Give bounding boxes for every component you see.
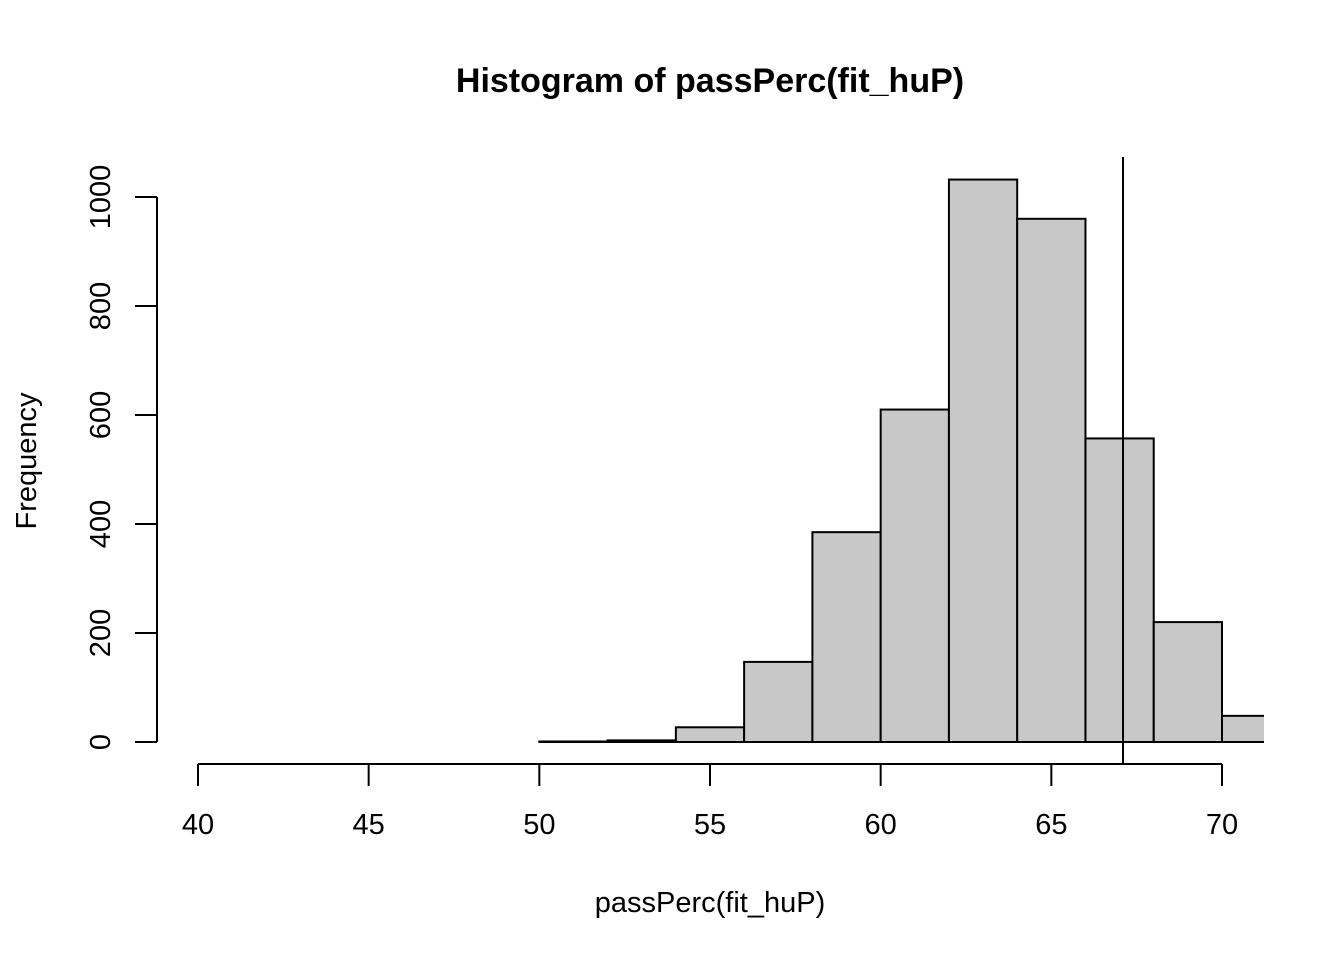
histogram-bar xyxy=(947,178,1019,743)
x-tick-label: 70 xyxy=(1206,809,1238,841)
x-tick-label: 50 xyxy=(523,809,555,841)
bars-group xyxy=(538,178,1264,744)
histogram-bar xyxy=(1016,217,1087,744)
histogram-bar xyxy=(743,660,814,744)
histogram-bar xyxy=(1084,437,1155,743)
x-tick-label: 40 xyxy=(182,809,214,841)
histogram-bar xyxy=(879,408,950,743)
x-tick-label: 60 xyxy=(865,809,897,841)
y-tick-label: 400 xyxy=(85,500,117,548)
y-tick-label: 800 xyxy=(85,282,117,330)
y-tick-label: 600 xyxy=(85,391,117,439)
y-tick-label: 0 xyxy=(85,734,117,750)
x-tick-label: 65 xyxy=(1035,809,1067,841)
x-axis: 40 45 50 55 60 65 70 xyxy=(182,763,1238,841)
histogram-bar xyxy=(606,739,677,743)
y-tick-label: 1000 xyxy=(85,165,117,230)
y-axis: 0 200 400 600 800 1000 xyxy=(85,165,158,750)
chart-title: Histogram of passPerc(fit_huP) xyxy=(456,62,964,100)
x-axis-label: passPerc(fit_huP) xyxy=(595,887,826,919)
x-tick-label: 55 xyxy=(694,809,726,841)
histogram-bar xyxy=(811,531,882,743)
histogram-bar xyxy=(1221,714,1264,744)
x-tick-label: 45 xyxy=(353,809,385,841)
histogram-bar xyxy=(1152,621,1223,743)
y-tick-label: 200 xyxy=(85,609,117,657)
histogram-bar xyxy=(674,726,746,743)
y-axis-label: Frequency xyxy=(11,392,43,530)
histogram-bar xyxy=(538,740,609,744)
